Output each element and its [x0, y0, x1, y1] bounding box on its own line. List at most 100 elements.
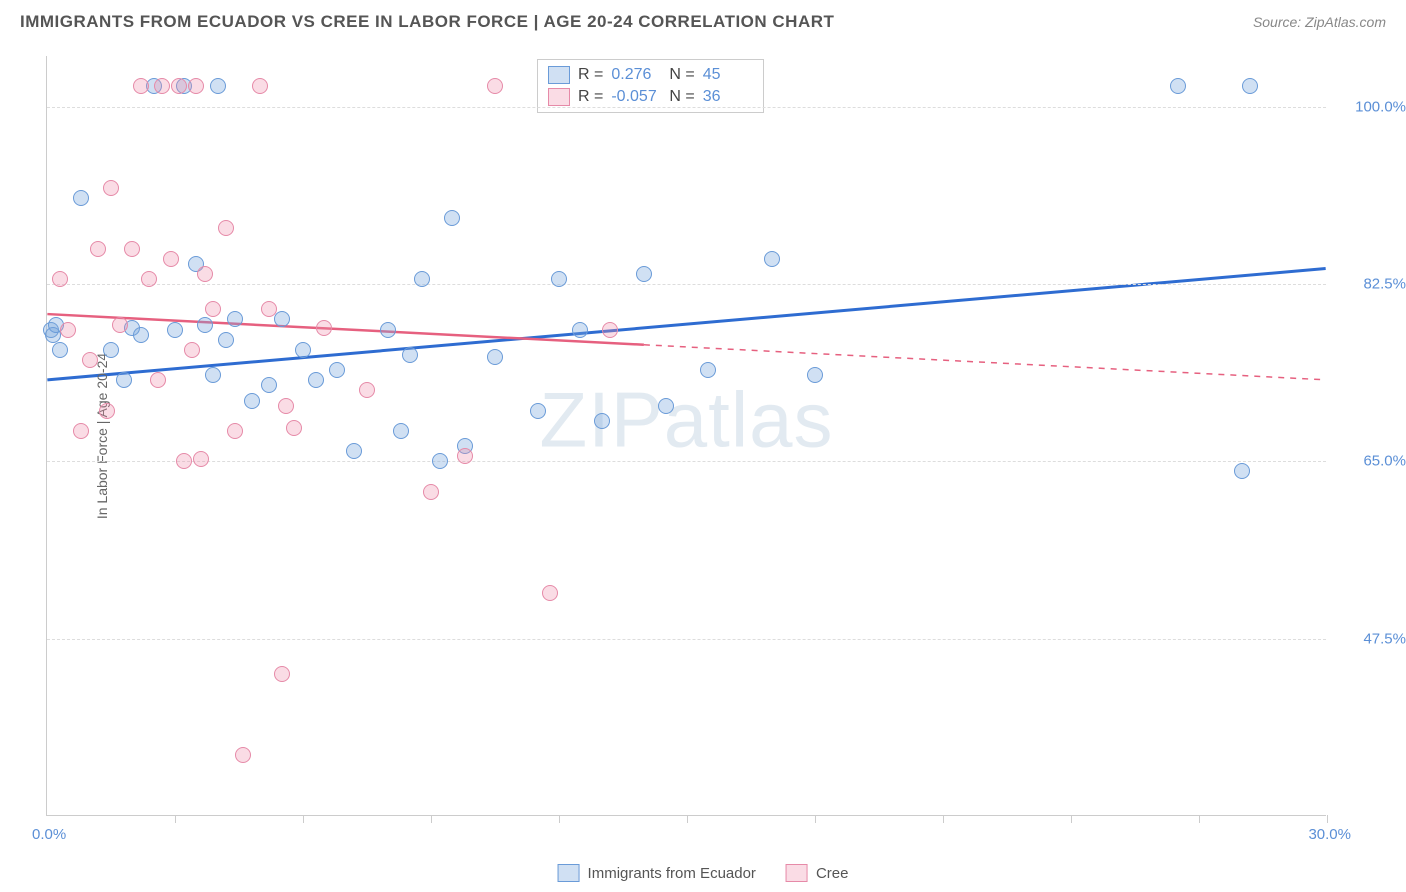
data-point — [1242, 78, 1258, 94]
n-label: N = — [669, 88, 694, 106]
data-point — [163, 251, 179, 267]
legend-swatch — [548, 66, 570, 84]
trend-line-dashed — [644, 345, 1326, 380]
data-point — [636, 266, 652, 282]
data-point — [167, 322, 183, 338]
data-point — [52, 271, 68, 287]
data-point — [218, 332, 234, 348]
data-point — [487, 78, 503, 94]
data-point — [116, 372, 132, 388]
x-tick — [431, 815, 432, 823]
data-point — [346, 443, 362, 459]
data-point — [60, 322, 76, 338]
y-tick-label: 82.5% — [1336, 276, 1406, 293]
data-point — [286, 420, 302, 436]
data-point — [218, 220, 234, 236]
r-label: R = — [578, 88, 603, 106]
x-tick — [559, 815, 560, 823]
data-point — [487, 349, 503, 365]
data-point — [227, 423, 243, 439]
data-point — [227, 311, 243, 327]
gridline — [47, 639, 1326, 640]
data-point — [197, 266, 213, 282]
data-point — [1234, 463, 1250, 479]
data-point — [423, 484, 439, 500]
n-label: N = — [669, 66, 694, 84]
data-point — [444, 210, 460, 226]
y-tick-label: 65.0% — [1336, 453, 1406, 470]
data-point — [572, 322, 588, 338]
data-point — [530, 403, 546, 419]
gridline — [47, 284, 1326, 285]
data-point — [141, 271, 157, 287]
x-tick — [815, 815, 816, 823]
data-point — [244, 393, 260, 409]
data-point — [402, 347, 418, 363]
data-point — [176, 453, 192, 469]
legend-item: Immigrants from Ecuador — [558, 864, 756, 882]
data-point — [124, 241, 140, 257]
data-point — [52, 342, 68, 358]
y-axis-label: In Labor Force | Age 20-24 — [94, 352, 110, 518]
bottom-legend: Immigrants from EcuadorCree — [558, 864, 849, 882]
data-point — [133, 327, 149, 343]
x-tick — [175, 815, 176, 823]
r-label: R = — [578, 66, 603, 84]
watermark: ZIPatlas — [539, 375, 833, 466]
data-point — [764, 251, 780, 267]
data-point — [432, 453, 448, 469]
data-point — [235, 747, 251, 763]
data-point — [188, 78, 204, 94]
data-point — [278, 398, 294, 414]
x-tick — [1071, 815, 1072, 823]
data-point — [274, 311, 290, 327]
data-point — [261, 377, 277, 393]
stats-legend: R = 0.276 N = 45 R = -0.057 N = 36 — [537, 59, 764, 113]
data-point — [359, 382, 375, 398]
data-point — [133, 78, 149, 94]
source-label: Source: ZipAtlas.com — [1253, 14, 1386, 30]
x-tick — [943, 815, 944, 823]
x-max-label: 30.0% — [1308, 826, 1351, 843]
y-tick-label: 100.0% — [1336, 98, 1406, 115]
data-point — [602, 322, 618, 338]
data-point — [274, 666, 290, 682]
data-point — [210, 78, 226, 94]
data-point — [73, 190, 89, 206]
stats-row: R = 0.276 N = 45 — [548, 64, 753, 86]
data-point — [414, 271, 430, 287]
data-point — [73, 423, 89, 439]
data-point — [551, 271, 567, 287]
data-point — [90, 241, 106, 257]
x-tick — [303, 815, 304, 823]
data-point — [594, 413, 610, 429]
n-value: 45 — [703, 66, 753, 84]
data-point — [308, 372, 324, 388]
scatter-chart: ZIPatlas R = 0.276 N = 45 R = -0.057 N = 36 In … — [46, 56, 1326, 816]
legend-swatch — [786, 864, 808, 882]
data-point — [103, 180, 119, 196]
data-point — [99, 403, 115, 419]
stats-row: R = -0.057 N = 36 — [548, 86, 753, 108]
data-point — [393, 423, 409, 439]
r-value: -0.057 — [611, 88, 661, 106]
data-point — [542, 585, 558, 601]
data-point — [316, 320, 332, 336]
data-point — [205, 367, 221, 383]
y-tick-label: 47.5% — [1336, 630, 1406, 647]
n-value: 36 — [703, 88, 753, 106]
data-point — [205, 301, 221, 317]
data-point — [112, 317, 128, 333]
gridline — [47, 107, 1326, 108]
x-tick — [1327, 815, 1328, 823]
legend-swatch — [548, 88, 570, 106]
data-point — [261, 301, 277, 317]
data-point — [154, 78, 170, 94]
data-point — [171, 78, 187, 94]
data-point — [658, 398, 674, 414]
data-point — [82, 352, 98, 368]
legend-label: Immigrants from Ecuador — [588, 865, 756, 882]
r-value: 0.276 — [611, 66, 661, 84]
data-point — [103, 342, 119, 358]
data-point — [457, 448, 473, 464]
